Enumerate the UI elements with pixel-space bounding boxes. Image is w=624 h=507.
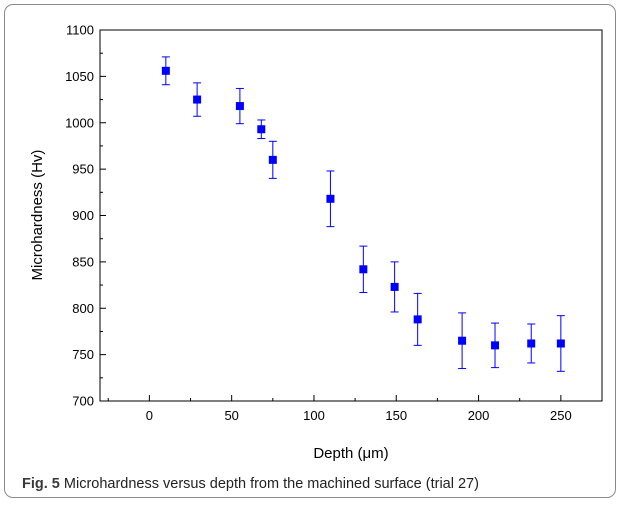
y-tick-label: 800 bbox=[72, 301, 94, 316]
data-point bbox=[458, 336, 467, 345]
data-point bbox=[161, 66, 170, 75]
data-point bbox=[326, 194, 335, 203]
y-tick-label: 850 bbox=[72, 254, 94, 269]
y-tick-label: 1100 bbox=[66, 23, 94, 38]
chart: 700 750 800 850 900 950 1000 1050 1100 0 50 100 150 2… bbox=[29, 23, 603, 462]
figure-frame bbox=[4, 4, 616, 498]
y-tick-label: 700 bbox=[72, 394, 94, 409]
y-tick-label: 750 bbox=[72, 347, 94, 362]
data-point bbox=[556, 339, 565, 348]
x-tick-label: 150 bbox=[385, 408, 407, 423]
y-tick-label: 1000 bbox=[65, 115, 94, 130]
data-point bbox=[390, 282, 399, 291]
data-point bbox=[359, 265, 368, 274]
x-tick-label: 250 bbox=[550, 408, 572, 423]
figure-caption-text: Microhardness versus depth from the mach… bbox=[63, 476, 479, 492]
figure-caption: Fig. 5 Microhardness versus depth from t… bbox=[22, 476, 479, 492]
data-point bbox=[413, 315, 422, 324]
x-tick-label: 50 bbox=[224, 408, 238, 423]
data-point bbox=[491, 341, 500, 350]
x-axis-title: Depth (μm) bbox=[313, 445, 388, 462]
x-tick-label: 200 bbox=[468, 408, 490, 423]
data-point bbox=[268, 155, 277, 164]
y-axis-title: Microhardness (Hv) bbox=[29, 150, 46, 281]
data-point bbox=[257, 125, 266, 134]
figure-label: Fig. 5 bbox=[22, 476, 60, 492]
x-tick-label: 0 bbox=[146, 408, 153, 423]
y-tick-label: 950 bbox=[72, 162, 94, 177]
y-tick-label: 900 bbox=[72, 208, 94, 223]
data-point bbox=[193, 95, 202, 104]
data-point bbox=[235, 102, 244, 111]
data-point bbox=[527, 339, 536, 348]
y-tick-label: 1050 bbox=[65, 69, 94, 84]
x-tick-label: 100 bbox=[303, 408, 325, 423]
plot-frame bbox=[99, 29, 603, 402]
